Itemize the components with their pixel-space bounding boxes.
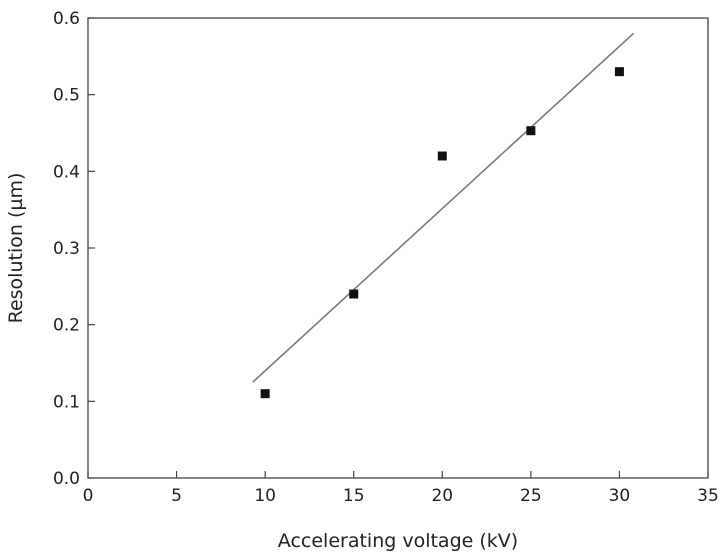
y-tick-label: 0.1 [53, 392, 80, 412]
y-axis: 0.0 0.1 0.2 0.3 0.4 0.5 0.6 [53, 9, 95, 489]
x-tick-label: 15 [343, 486, 365, 506]
x-tick-label: 20 [431, 486, 453, 506]
x-tick-label: 10 [254, 486, 276, 506]
x-tick-label: 0 [83, 486, 94, 506]
y-tick-label: 0.0 [53, 469, 80, 489]
x-tick-label: 35 [697, 486, 719, 506]
x-tick-label: 5 [171, 486, 182, 506]
data-point [260, 389, 270, 399]
y-tick-label: 0.2 [53, 316, 80, 336]
y-tick-label: 0.6 [53, 9, 80, 29]
data-point [614, 67, 624, 77]
data-point [437, 151, 447, 161]
x-tick-label: 25 [520, 486, 542, 506]
data-point [526, 126, 536, 136]
x-axis: 0 5 10 15 20 25 30 35 [83, 471, 719, 506]
data-point [349, 289, 359, 299]
y-tick-label: 0.4 [53, 162, 80, 182]
x-axis-title: Accelerating voltage (kV) [278, 530, 518, 552]
y-tick-label: 0.5 [53, 86, 80, 106]
data-points [260, 67, 624, 399]
plot-frame [87, 17, 709, 479]
y-axis-title: Resolution (µm) [5, 173, 27, 324]
y-tick-label: 0.3 [53, 239, 80, 259]
fit-line [252, 32, 635, 383]
x-tick-label: 30 [609, 486, 631, 506]
